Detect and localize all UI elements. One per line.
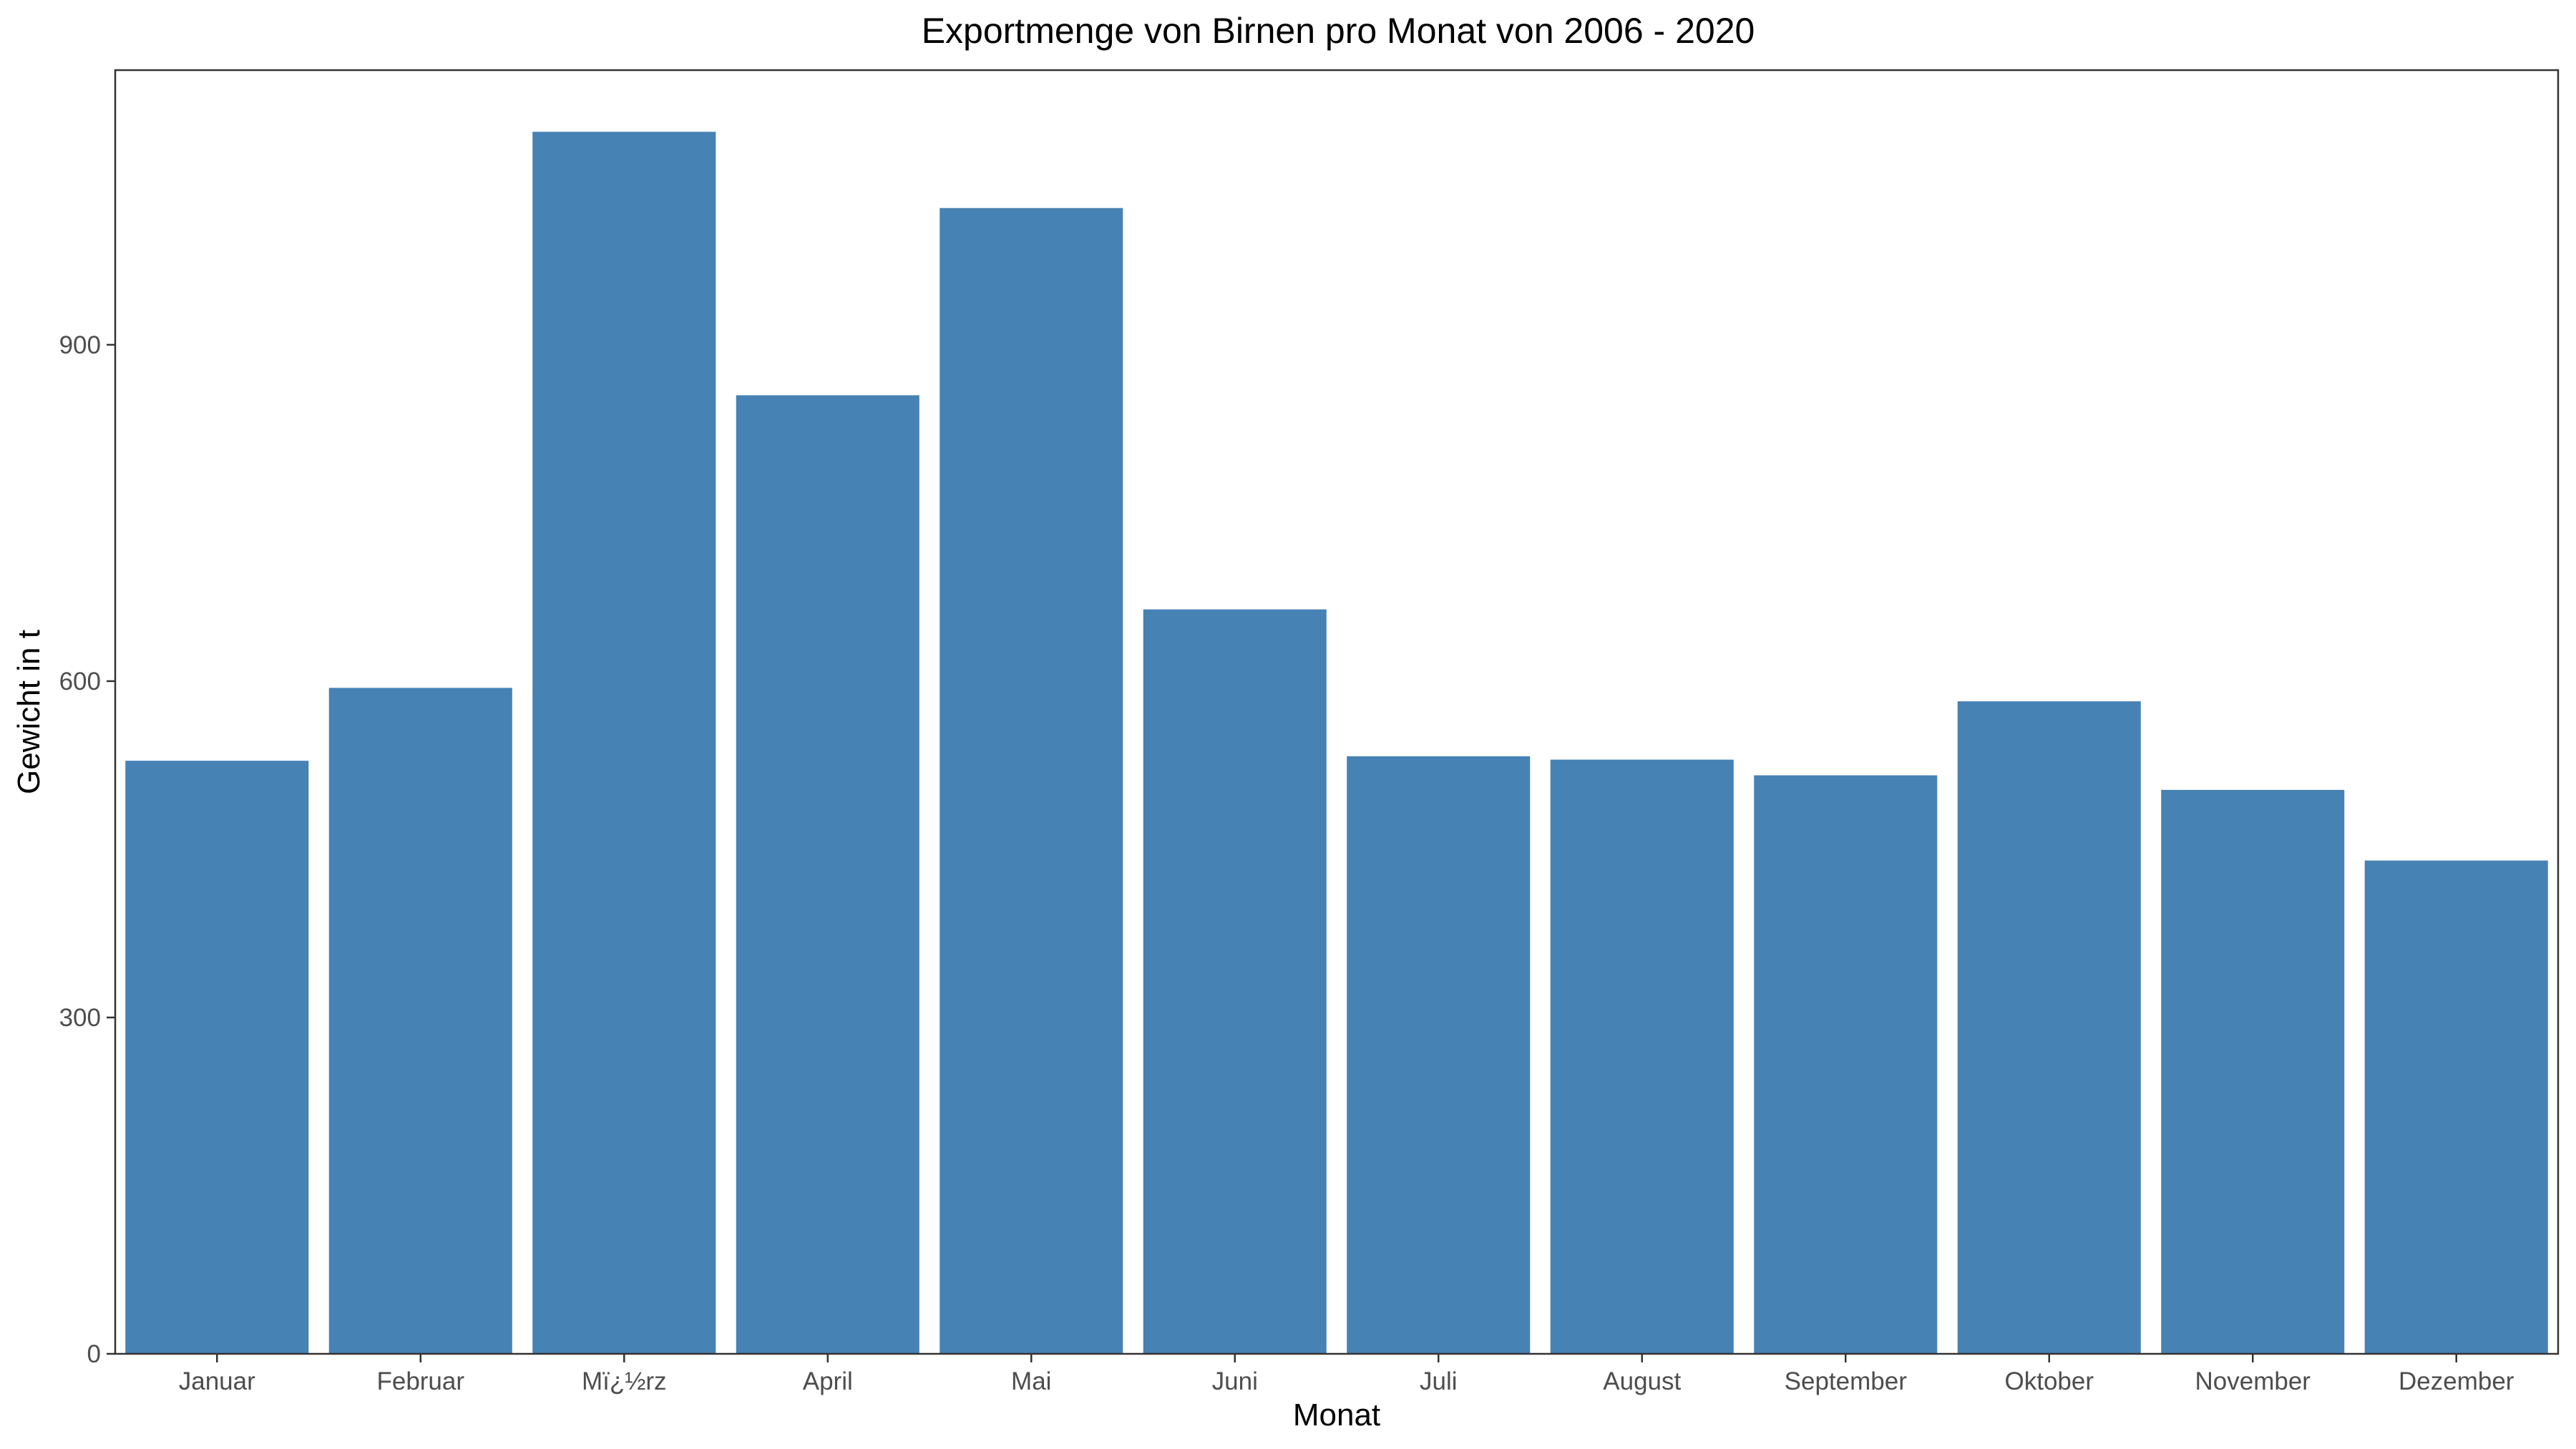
bar-6 xyxy=(1143,609,1327,1354)
y-tick-label: 0 xyxy=(87,1340,101,1368)
x-tick-label: Februar xyxy=(376,1367,464,1395)
y-tick-label: 600 xyxy=(59,668,101,696)
bar-10 xyxy=(1957,701,2141,1354)
y-axis-title: Gewicht in t xyxy=(11,630,47,794)
bar-2 xyxy=(328,688,512,1354)
x-tick-label: Januar xyxy=(179,1367,255,1395)
x-tick-label: April xyxy=(803,1367,853,1395)
bar-1 xyxy=(125,761,309,1354)
x-tick-label: Juni xyxy=(1212,1367,1258,1395)
bar-11 xyxy=(2161,789,2345,1354)
x-tick-label: Mï¿½rz xyxy=(582,1367,667,1395)
y-axis: 0 300 600 900 xyxy=(59,331,115,1368)
y-tick-label: 300 xyxy=(59,1004,101,1032)
bar-12 xyxy=(2364,860,2548,1354)
bar-5 xyxy=(940,208,1123,1354)
plot-panel-border xyxy=(114,69,2560,1355)
x-tick-label: Mai xyxy=(1011,1367,1051,1395)
y-tick-label: 900 xyxy=(59,331,101,359)
x-tick-label: August xyxy=(1603,1367,1681,1395)
bar-9 xyxy=(1754,775,1938,1354)
x-axis: Januar Februar Mï¿½rz April Mai Juni Juli Augus… xyxy=(179,1354,2514,1395)
x-tick-label: November xyxy=(2195,1367,2311,1395)
bar-7 xyxy=(1347,756,1531,1354)
bar-8 xyxy=(1550,759,1734,1354)
bars-group xyxy=(125,132,2548,1355)
x-axis-title: Monat xyxy=(1293,1397,1380,1433)
x-tick-label: September xyxy=(1785,1367,1908,1395)
bar-3 xyxy=(532,132,716,1354)
x-tick-label: Dezember xyxy=(2399,1367,2514,1395)
x-tick-label: Juli xyxy=(1420,1367,1458,1395)
chart-title: Exportmenge von Birnen pro Monat von 200… xyxy=(922,11,1755,51)
bar-4 xyxy=(736,395,919,1355)
x-tick-label: Oktober xyxy=(2005,1367,2094,1395)
